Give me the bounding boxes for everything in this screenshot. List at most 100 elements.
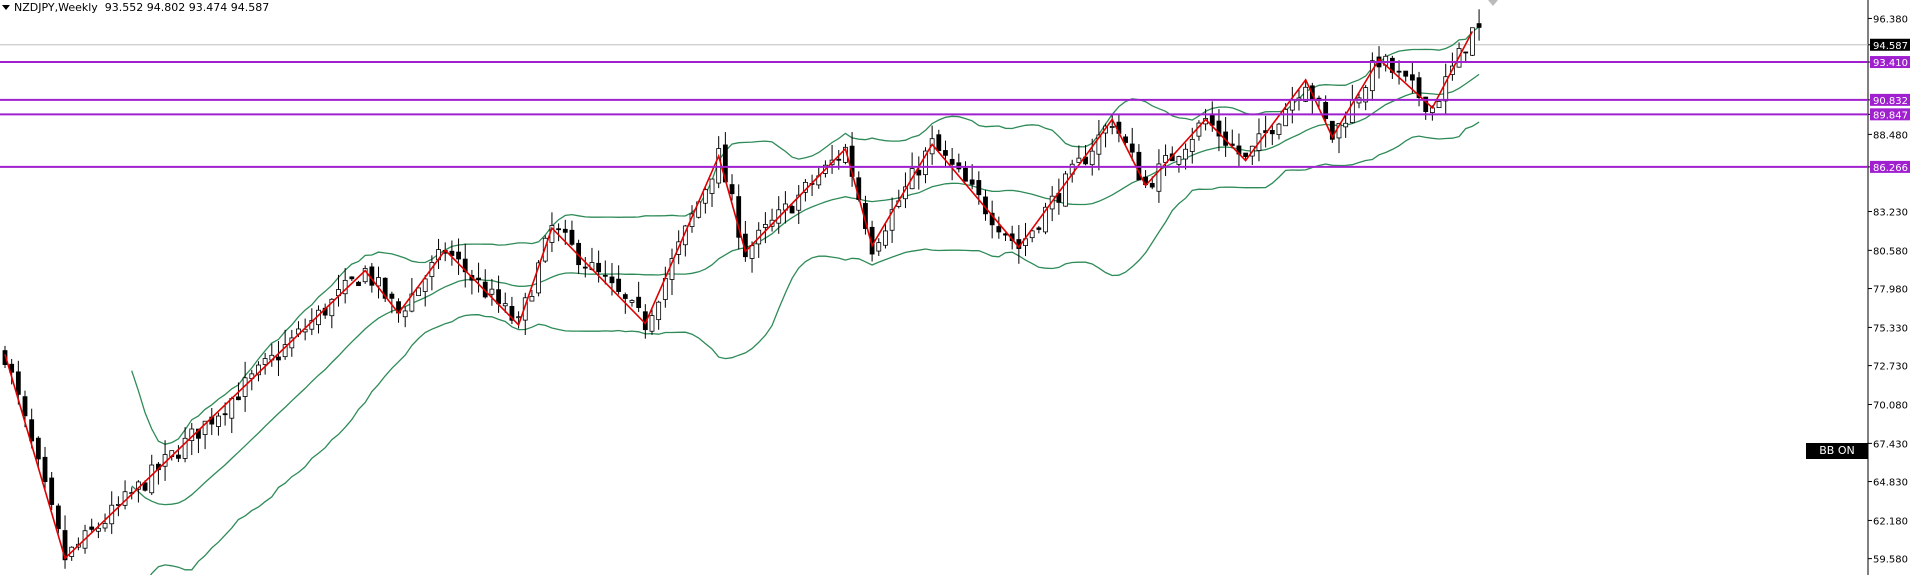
candle-body bbox=[736, 196, 742, 238]
candle-body bbox=[1436, 101, 1442, 109]
candle-body bbox=[943, 150, 948, 156]
candle-body bbox=[516, 316, 521, 319]
zigzag-line bbox=[4, 31, 1474, 560]
y-tick-label: 88.480 bbox=[1873, 130, 1908, 141]
candle-body bbox=[402, 310, 408, 318]
candle-body bbox=[29, 419, 35, 442]
bb-toggle-button[interactable]: BB ON bbox=[1806, 443, 1868, 459]
y-tick-label: 96.380 bbox=[1873, 14, 1908, 25]
candle-body bbox=[489, 288, 495, 295]
candle-body bbox=[729, 184, 735, 195]
candle-body bbox=[1416, 77, 1422, 99]
candle-body bbox=[22, 396, 28, 417]
candle-body bbox=[1443, 76, 1449, 102]
candle-body bbox=[196, 428, 201, 439]
candle-body bbox=[762, 224, 768, 228]
candle-body bbox=[1463, 51, 1469, 54]
candle-body bbox=[1470, 27, 1475, 56]
candle-body bbox=[883, 230, 888, 246]
ohlc-values: 93.552 94.802 93.474 94.587 bbox=[104, 1, 270, 14]
candle-body bbox=[422, 278, 428, 292]
candle-body bbox=[362, 268, 368, 283]
candle-body bbox=[1369, 60, 1375, 92]
candle-body bbox=[282, 344, 288, 358]
dropdown-triangle-icon[interactable] bbox=[2, 5, 10, 10]
candle-body bbox=[1409, 74, 1415, 81]
candle-body bbox=[142, 482, 148, 491]
candle-body bbox=[382, 277, 388, 299]
symbol-label: NZDJPY,Weekly bbox=[14, 1, 98, 14]
y-tick-label: 83.230 bbox=[1873, 207, 1908, 218]
candle-body bbox=[582, 266, 588, 269]
candle-body bbox=[849, 145, 855, 177]
candle-body bbox=[596, 262, 602, 273]
candle-body bbox=[609, 276, 615, 284]
candle-body bbox=[936, 134, 942, 152]
candle-body bbox=[949, 158, 955, 165]
candle-body bbox=[2, 350, 8, 365]
candle-body bbox=[916, 169, 922, 176]
candle-body bbox=[1029, 230, 1035, 239]
candle-body bbox=[502, 303, 508, 307]
candle-body bbox=[1243, 152, 1249, 157]
candle-body bbox=[55, 505, 61, 530]
y-tick-label: 86.266 bbox=[1873, 163, 1908, 174]
candle-body bbox=[42, 456, 48, 483]
level-price-tag bbox=[1870, 93, 1910, 106]
bollinger-lower-line bbox=[149, 121, 1480, 575]
candle-body bbox=[216, 415, 221, 427]
candle-body bbox=[329, 298, 335, 317]
candle-body bbox=[602, 274, 608, 277]
candle-body bbox=[1329, 120, 1335, 140]
y-tick-label: 89.847 bbox=[1873, 110, 1908, 121]
candle-body bbox=[1156, 163, 1162, 192]
candle-body bbox=[1176, 156, 1182, 165]
candle-body bbox=[1389, 57, 1395, 73]
candle-body bbox=[49, 477, 55, 505]
candle-body bbox=[509, 305, 515, 321]
y-tick-label: 80.580 bbox=[1873, 246, 1908, 257]
candle-body bbox=[62, 530, 68, 561]
candle-body bbox=[529, 296, 535, 302]
candle-body bbox=[1063, 173, 1068, 207]
candle-body bbox=[496, 289, 501, 305]
chart-shift-marker-icon[interactable] bbox=[1488, 0, 1498, 6]
candle-body bbox=[462, 258, 468, 273]
candle-body bbox=[95, 527, 101, 532]
candle-body bbox=[1123, 136, 1128, 143]
candle-body bbox=[1109, 126, 1115, 128]
candle-body bbox=[709, 178, 715, 194]
candle-body bbox=[182, 437, 188, 459]
candle-body bbox=[1283, 108, 1289, 127]
candle-body bbox=[649, 315, 655, 332]
candle-body bbox=[1396, 70, 1402, 73]
candle-body bbox=[349, 276, 355, 280]
candle-body bbox=[1043, 206, 1048, 233]
y-tick-label: 94.587 bbox=[1873, 41, 1908, 52]
candle-body bbox=[629, 300, 635, 303]
candle-body bbox=[636, 296, 642, 308]
candle-body bbox=[1149, 183, 1155, 188]
candle-body bbox=[1403, 70, 1409, 77]
candle-body bbox=[1276, 123, 1282, 135]
candle-body bbox=[616, 278, 622, 292]
y-tick-label: 93.410 bbox=[1873, 58, 1908, 69]
candle-body bbox=[202, 420, 208, 435]
candle-body bbox=[456, 251, 461, 260]
y-tick-label: 62.180 bbox=[1873, 516, 1908, 527]
candle-body bbox=[969, 179, 975, 185]
candle-body bbox=[1036, 227, 1042, 230]
bollinger-middle-line bbox=[131, 73, 1480, 506]
candle-body bbox=[176, 454, 181, 459]
candle-body bbox=[876, 242, 882, 252]
candle-body bbox=[796, 194, 802, 211]
candle-body bbox=[449, 250, 455, 256]
candle-body bbox=[276, 356, 281, 361]
candle-body bbox=[889, 209, 895, 231]
candle-body bbox=[716, 148, 722, 184]
candle-body bbox=[229, 398, 235, 419]
candle-body bbox=[622, 294, 628, 299]
candle-body bbox=[702, 189, 708, 204]
candle-body bbox=[1076, 157, 1082, 163]
